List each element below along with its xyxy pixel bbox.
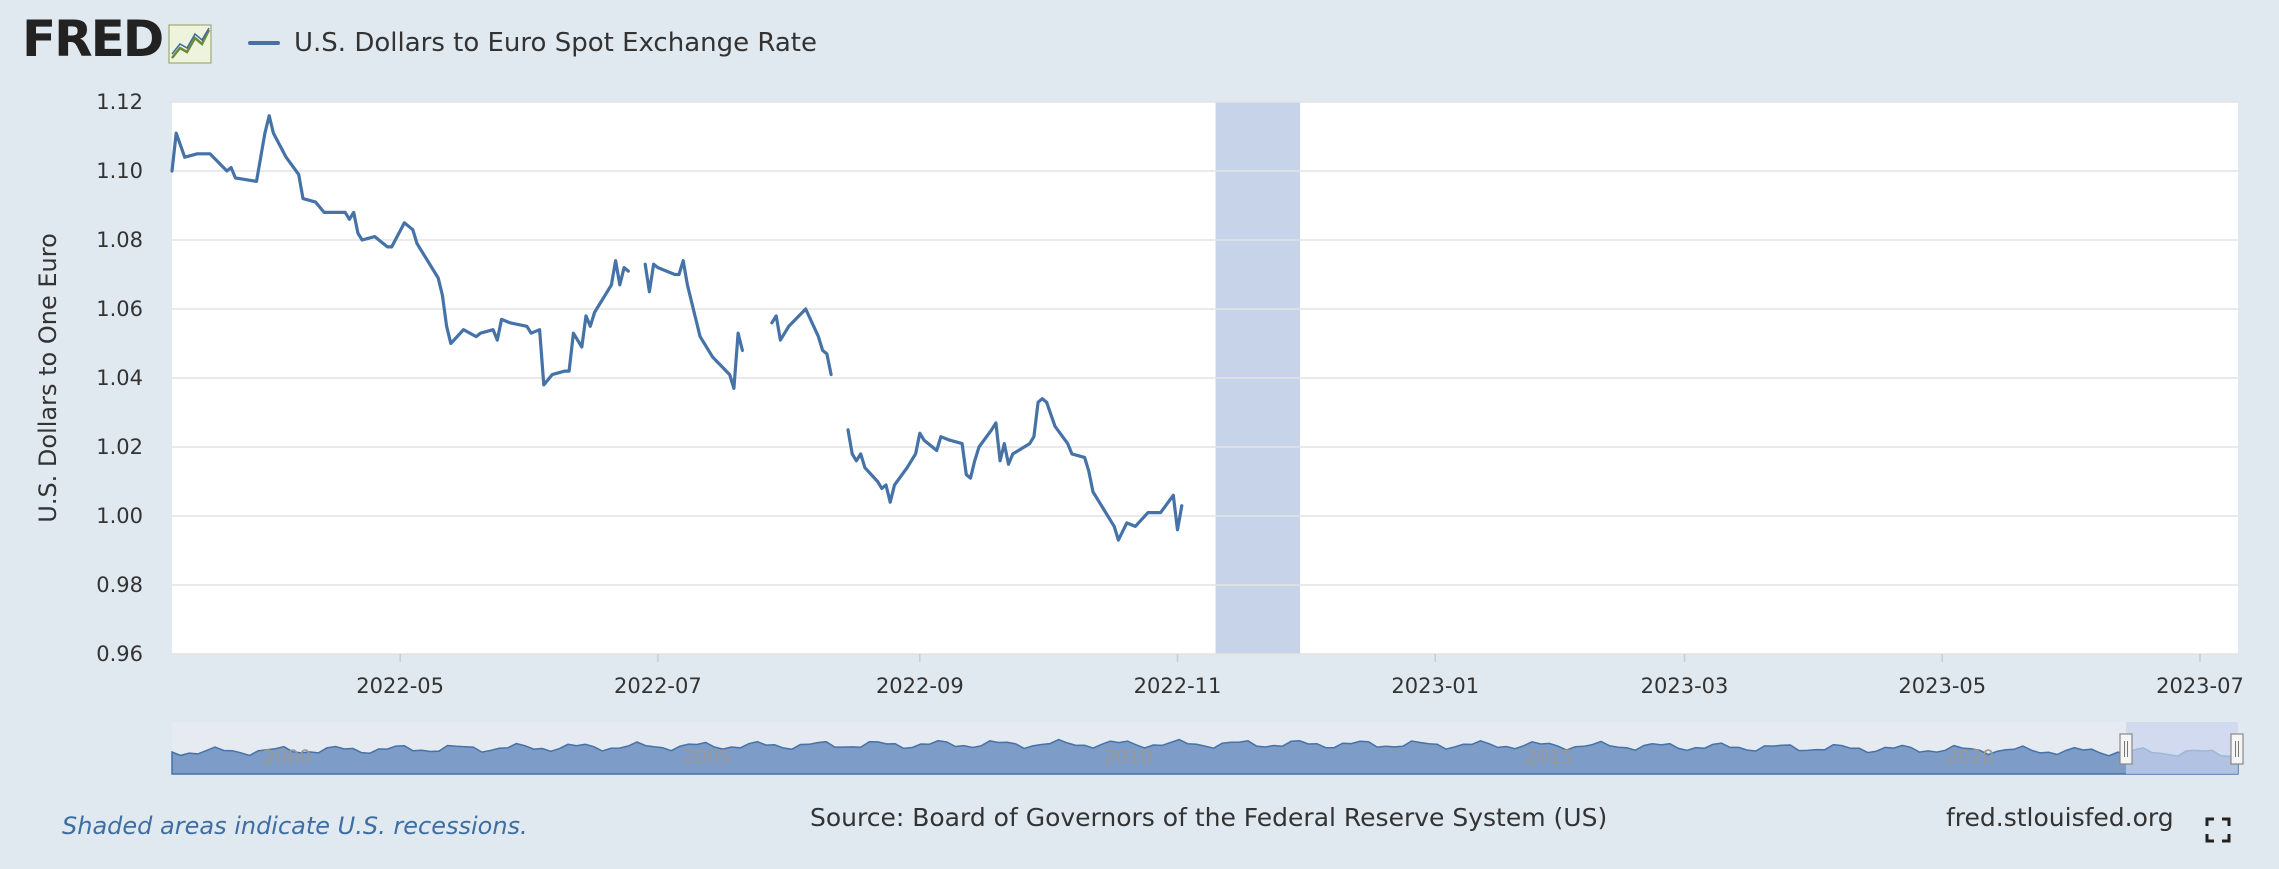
navigator-year-label: 2000 <box>263 746 311 768</box>
y-tick-label: 1.00 <box>96 504 143 528</box>
fred-logo-text: FRED <box>22 10 164 68</box>
series-line-segment <box>770 307 833 377</box>
source-text: Source: Board of Governors of the Federa… <box>810 803 1608 832</box>
chart-logo-icon <box>168 24 212 64</box>
navigator-area <box>171 738 2239 775</box>
fullscreen-icon[interactable] <box>2204 816 2232 844</box>
y-tick-label: 1.02 <box>96 435 143 459</box>
x-tick-label: 2023-03 <box>1641 674 1729 698</box>
legend-swatch <box>248 41 280 45</box>
site-link[interactable]: fred.stlouisfed.org <box>1946 803 2174 832</box>
navigator-right-handle[interactable] <box>2230 733 2244 765</box>
series-lines <box>170 114 1184 542</box>
y-tick-label: 1.08 <box>96 228 143 252</box>
x-tick-label: 2022-09 <box>876 674 964 698</box>
y-tick-label: 0.98 <box>96 573 143 597</box>
series-line-segment <box>846 397 1184 542</box>
x-tick-label: 2023-07 <box>2156 674 2244 698</box>
x-tick-label: 2023-05 <box>1898 674 1986 698</box>
x-tick-label: 2023-01 <box>1391 674 1479 698</box>
y-tick-label: 1.10 <box>96 159 143 183</box>
grid-lines <box>172 101 2238 655</box>
y-tick-label: 1.06 <box>96 297 143 321</box>
chart-legend[interactable]: U.S. Dollars to Euro Spot Exchange Rate <box>248 28 817 58</box>
navigator-year-label: 2015 <box>1525 746 1573 768</box>
navigator-year-labels: 2000 2005 2010 2015 2020 <box>263 746 1994 768</box>
x-axis-ticks: 2022-05 2022-07 2022-09 2022-11 2023-01 2023-… <box>356 654 2244 698</box>
navigator-year-label: 2010 <box>1104 746 1152 768</box>
x-tick-label: 2022-05 <box>356 674 444 698</box>
y-axis-title: U.S. Dollars to One Euro <box>34 233 62 523</box>
y-tick-label: 1.04 <box>96 366 143 390</box>
navigator-left-handle[interactable] <box>2119 733 2133 765</box>
fred-logo[interactable]: FRED <box>22 14 212 64</box>
navigator-year-label: 2020 <box>1946 746 1994 768</box>
time-navigator[interactable]: 2000 2005 2010 2015 2020 <box>171 722 2244 775</box>
x-tick-label: 2022-11 <box>1134 674 1222 698</box>
x-tick-label: 2022-07 <box>614 674 702 698</box>
y-tick-label: 1.12 <box>96 90 143 114</box>
y-axis-ticks: 1.12 1.10 1.08 1.06 1.04 1.02 1.00 0.98 0.96 <box>96 90 143 666</box>
series-line-segment <box>643 259 745 390</box>
navigator-year-label: 2005 <box>683 746 731 768</box>
series-line-segment <box>170 114 630 387</box>
legend-label: U.S. Dollars to Euro Spot Exchange Rate <box>294 28 817 58</box>
navigator-selection[interactable] <box>2126 722 2238 774</box>
y-tick-label: 0.96 <box>96 642 143 666</box>
recession-note: Shaded areas indicate U.S. recessions. <box>62 812 528 840</box>
